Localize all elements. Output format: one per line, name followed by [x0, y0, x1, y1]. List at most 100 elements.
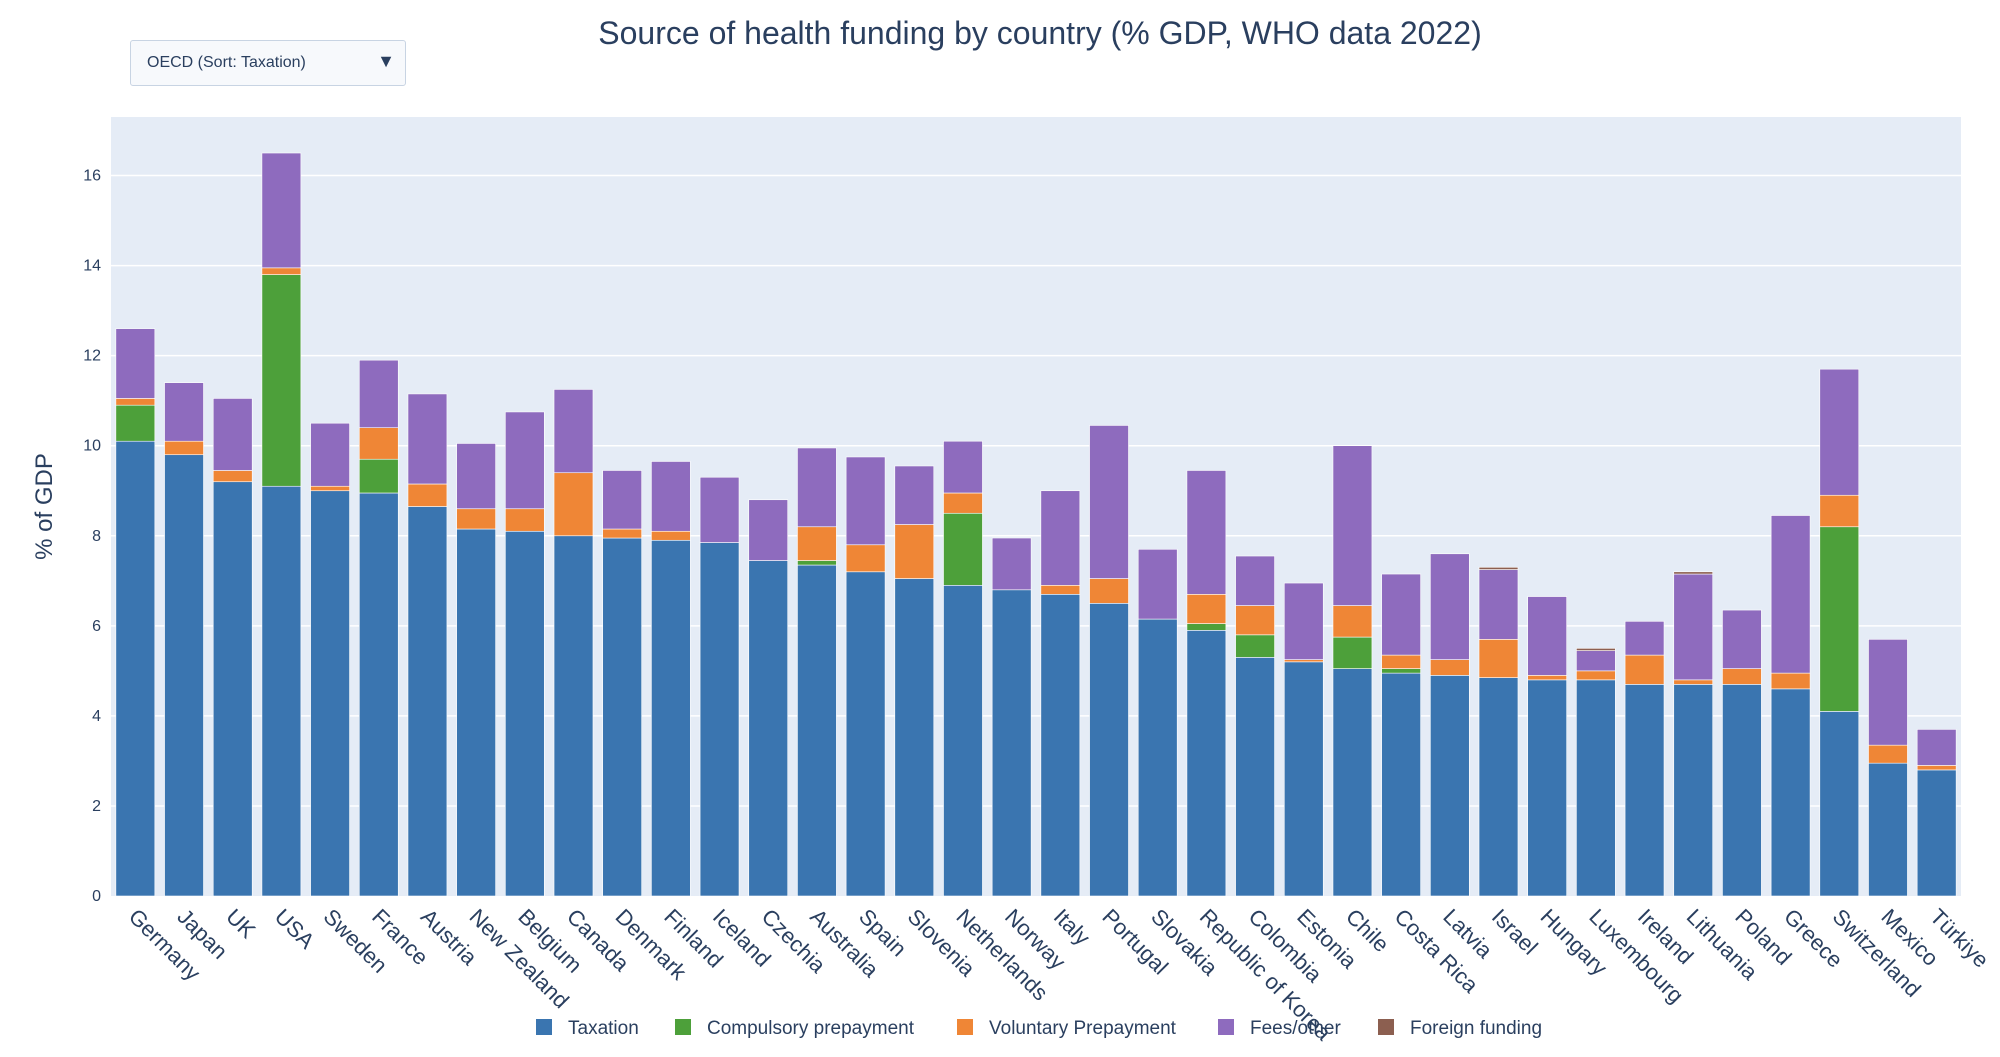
- bar-segment-voluntary-prepayment: [1624, 654, 1665, 685]
- bar-segment-voluntary-prepayment: [894, 524, 935, 579]
- legend-swatch: [536, 1019, 552, 1035]
- bar-segment-fees-other: [699, 476, 740, 543]
- bar-segment-voluntary-prepayment: [1478, 639, 1519, 678]
- legend-swatch: [675, 1019, 691, 1035]
- bar-segment-fees-other: [991, 537, 1032, 591]
- bar-segment-taxation: [699, 542, 740, 897]
- x-tick-label: Türkiye: [1925, 904, 1994, 973]
- bar-segment-voluntary-prepayment: [1283, 659, 1324, 663]
- bar-segment-fees-other: [894, 465, 935, 525]
- bar-segment-fees-other: [1916, 729, 1957, 766]
- bar-segment-taxation: [1186, 630, 1227, 897]
- y-tick-label: 2: [92, 798, 101, 815]
- bar-segment-taxation: [1089, 603, 1129, 897]
- bar-segment-fees-other: [1868, 639, 1908, 746]
- bar-segment-taxation: [1770, 688, 1811, 897]
- y-tick-label: 6: [92, 618, 101, 635]
- x-tick-label: USA: [270, 904, 320, 954]
- bar-segment-compulsory-prepayment: [1819, 526, 1860, 712]
- bar-segment-voluntary-prepayment: [797, 526, 837, 561]
- bar-segment-taxation: [1722, 684, 1762, 897]
- bar-segment-voluntary-prepayment: [1722, 668, 1762, 685]
- bar-segment-taxation: [1137, 618, 1178, 897]
- bar-segment-taxation: [1332, 668, 1373, 897]
- bar-segment-taxation: [1624, 684, 1665, 897]
- bar-segment-fees-other: [1283, 582, 1324, 660]
- bar-segment-voluntary-prepayment: [407, 483, 448, 507]
- bar-segment-fees-other: [1332, 445, 1373, 606]
- bar-segment-fees-other: [1089, 425, 1129, 579]
- bar-segment-fees-other: [1478, 569, 1519, 640]
- bar-segment-fees-other: [407, 393, 448, 485]
- bar-segment-voluntary-prepayment: [115, 398, 156, 406]
- bar-segment-fees-other: [1770, 515, 1811, 674]
- bar-segment-fees-other: [115, 328, 156, 399]
- bar-segment-fees-other: [1186, 470, 1227, 595]
- y-tick-label: 16: [83, 168, 101, 185]
- bar-segment-voluntary-prepayment: [456, 508, 496, 530]
- bar-segment-voluntary-prepayment: [1040, 585, 1081, 595]
- bar-segment-compulsory-prepayment: [261, 274, 302, 487]
- bar-segment-taxation: [407, 506, 448, 897]
- bar-segment-voluntary-prepayment: [1868, 744, 1908, 764]
- bar-segment-voluntary-prepayment: [1186, 594, 1227, 624]
- bar-segment-taxation: [1430, 675, 1470, 897]
- bar-segment-voluntary-prepayment: [1527, 675, 1567, 681]
- bar-segment-foreign-funding: [1576, 648, 1616, 651]
- y-tick-label: 14: [83, 258, 101, 275]
- bar-segment-fees-other: [1527, 596, 1567, 676]
- bar-segment-taxation: [261, 485, 302, 897]
- bar-segment-taxation: [1576, 679, 1616, 897]
- bar-segment-fees-other: [164, 382, 204, 442]
- chart-title: Source of health funding by country (% G…: [598, 15, 1481, 51]
- bar-segment-fees-other: [651, 461, 691, 532]
- bar-segment-voluntary-prepayment: [1770, 672, 1811, 690]
- bar-segment-taxation: [1527, 679, 1567, 897]
- bar-segment-fees-other: [797, 447, 837, 528]
- bar-segment-foreign-funding: [1673, 571, 1714, 575]
- dropdown-selected-value: OECD (Sort: Taxation): [147, 54, 306, 71]
- bar-segment-taxation: [505, 530, 545, 897]
- bar-segment-compulsory-prepayment: [1332, 636, 1373, 669]
- y-axis-title: % of GDP: [31, 453, 58, 560]
- bar-segment-fees-other: [553, 389, 594, 474]
- bar-segment-fees-other: [1576, 650, 1616, 672]
- bar-segment-compulsory-prepayment: [115, 404, 156, 442]
- bar-segment-fees-other: [1722, 609, 1762, 669]
- y-tick-label: 4: [92, 708, 101, 725]
- legend-swatch: [957, 1019, 973, 1035]
- legend-swatch: [1218, 1019, 1234, 1035]
- legend-label: Foreign funding: [1410, 1018, 1542, 1039]
- legend-label: Voluntary Prepayment: [989, 1018, 1177, 1039]
- legend-swatch: [1378, 1019, 1394, 1035]
- bar-segment-taxation: [797, 564, 837, 897]
- y-tick-label: 0: [92, 888, 101, 905]
- bar-segment-taxation: [602, 537, 642, 897]
- bar-segment-voluntary-prepayment: [212, 470, 253, 483]
- bar-segment-voluntary-prepayment: [1235, 605, 1275, 636]
- bar-segment-taxation: [943, 585, 983, 897]
- y-tick-label: 8: [92, 528, 101, 545]
- bar-segment-taxation: [553, 535, 594, 897]
- bar-segment-fees-other: [1673, 573, 1714, 681]
- bar-segment-voluntary-prepayment: [943, 492, 983, 514]
- bar-segment-voluntary-prepayment: [1673, 679, 1714, 685]
- bar-segment-voluntary-prepayment: [553, 472, 594, 537]
- bar-segment-voluntary-prepayment: [1916, 765, 1957, 771]
- x-tick-label: UK: [221, 904, 261, 944]
- bar-segment-fees-other: [748, 499, 789, 561]
- bar-segment-fees-other: [212, 398, 253, 471]
- bar-segment-voluntary-prepayment: [310, 485, 350, 492]
- bar-segment-voluntary-prepayment: [358, 427, 399, 460]
- bar-segment-taxation: [1819, 711, 1860, 897]
- region-sort-dropdown[interactable]: OECD (Sort: Taxation) ▼: [130, 40, 406, 86]
- legend-label: Compulsory prepayment: [707, 1018, 915, 1039]
- bar-segment-taxation: [358, 492, 399, 897]
- bar-segment-taxation: [1478, 677, 1519, 897]
- bar-segment-taxation: [1868, 762, 1908, 897]
- bar-segment-taxation: [748, 560, 789, 897]
- y-tick-label: 12: [83, 348, 101, 365]
- bar-segment-voluntary-prepayment: [1430, 659, 1470, 676]
- bar-segment-voluntary-prepayment: [505, 508, 545, 532]
